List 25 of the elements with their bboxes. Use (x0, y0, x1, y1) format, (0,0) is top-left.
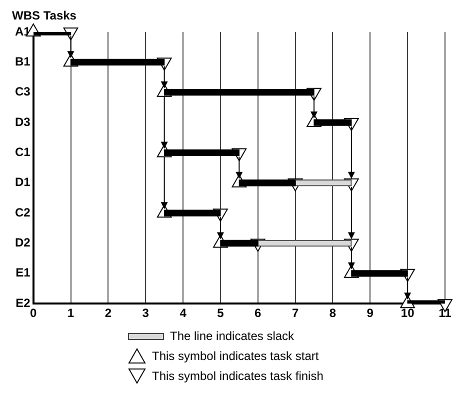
y-tick-label: E2 (16, 296, 31, 310)
y-tick-label: C1 (14, 145, 31, 160)
x-tick-label: 7 (292, 306, 299, 320)
y-tick-label: B1 (14, 54, 31, 68)
y-axis-title: WBS Tasks (12, 8, 77, 22)
x-tick-label: 2 (104, 306, 112, 320)
x-tick-label: 11 (438, 306, 452, 320)
x-tick-label: 1 (67, 306, 74, 320)
x-tick-label: 3 (142, 306, 150, 320)
x-tick-label: 0 (30, 306, 37, 320)
y-tick-label: C2 (14, 205, 31, 220)
y-tick-label: D2 (14, 236, 31, 250)
legend-label: This symbol indicates task finish (152, 369, 324, 383)
legend-label: The line indicates slack (170, 329, 294, 343)
x-tick-label: 8 (329, 306, 336, 320)
y-tick-label: D1 (14, 175, 31, 190)
y-tick-label: D3 (14, 114, 31, 129)
x-tick-label: 9 (366, 306, 374, 320)
x-tick-label: 4 (180, 306, 187, 320)
legend-label: This symbol indicates task start (152, 349, 319, 363)
x-tick-label: 6 (254, 306, 262, 320)
y-tick-label: C3 (14, 84, 31, 99)
x-tick-label: 5 (217, 306, 224, 320)
x-tick-label: 10 (400, 306, 415, 320)
y-tick-label: E1 (16, 266, 31, 280)
